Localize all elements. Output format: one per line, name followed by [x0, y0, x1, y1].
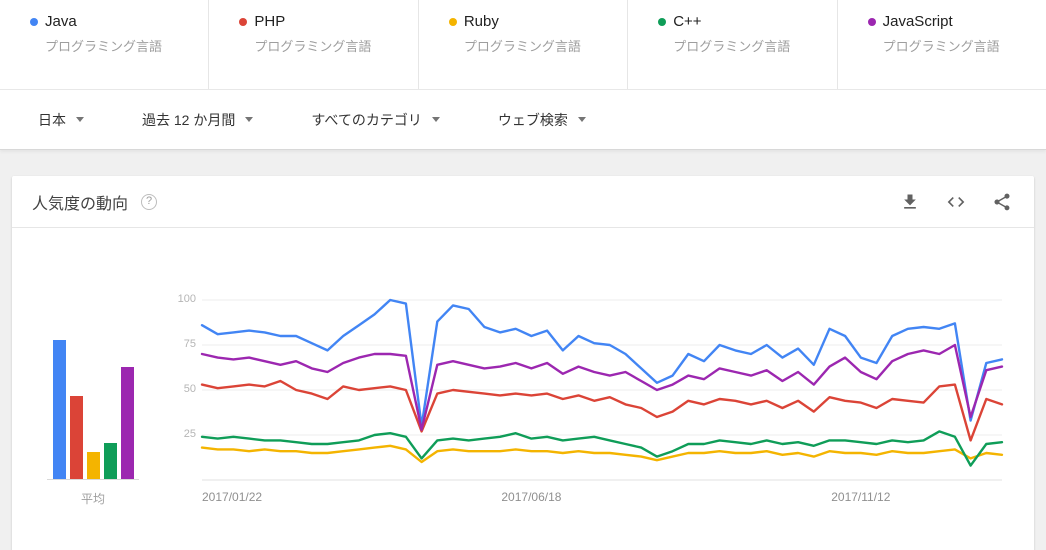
term-card-cpp[interactable]: C++ プログラミング言語 — [628, 0, 838, 89]
term-card-java[interactable]: Java プログラミング言語 — [0, 0, 210, 89]
term-card-javascript[interactable]: JavaScript プログラミング言語 — [838, 0, 1046, 89]
average-bar-chart — [47, 300, 139, 480]
y-axis-label: 75 — [183, 338, 196, 350]
filter-label: 過去 12 か月間 — [142, 111, 236, 128]
x-axis-label: 2017/01/22 — [202, 490, 263, 504]
chevron-down-icon — [431, 117, 440, 122]
y-axis-label: 100 — [177, 293, 196, 305]
trend-lines-svg[interactable] — [200, 298, 1004, 481]
y-axis-label: 25 — [183, 428, 196, 440]
average-bar — [86, 452, 100, 479]
average-label: 平均 — [80, 492, 105, 506]
filter-bar: 日本 過去 12 か月間 すべてのカテゴリ ウェブ検索 — [0, 90, 1046, 150]
term-subtitle: プログラミング言語 — [45, 39, 163, 54]
average-bar — [120, 367, 134, 479]
term-subtitle: プログラミング言語 — [463, 39, 581, 54]
chevron-down-icon — [76, 117, 84, 122]
term-name: PHP — [254, 13, 286, 30]
x-axis-label: 2017/11/12 — [831, 490, 891, 504]
term-name: Ruby — [463, 13, 499, 30]
term-name: JavaScript — [882, 13, 953, 30]
series-color-dot — [658, 17, 667, 26]
term-card-php[interactable]: PHP プログラミング言語 — [209, 0, 419, 89]
chevron-down-icon — [577, 117, 586, 122]
filter-label: ウェブ検索 — [497, 111, 568, 128]
chevron-down-icon — [245, 117, 254, 122]
term-subtitle: プログラミング言語 — [254, 39, 372, 54]
series-color-dot — [867, 17, 876, 26]
y-axis-label: 50 — [183, 383, 196, 395]
filter-search-type[interactable]: ウェブ検索 — [498, 110, 586, 130]
series-color-dot — [448, 17, 457, 26]
term-subtitle: プログラミング言語 — [673, 39, 791, 54]
x-axis-label: 2017/06/18 — [501, 490, 562, 504]
filter-geo[interactable]: 日本 — [38, 110, 84, 130]
term-subtitle: プログラミング言語 — [882, 39, 1000, 54]
series-color-dot — [30, 17, 38, 26]
download-icon[interactable] — [900, 192, 920, 212]
filter-time-range[interactable]: 過去 12 か月間 — [142, 110, 254, 130]
share-icon[interactable] — [992, 192, 1012, 212]
filter-label: すべてのカテゴリ — [311, 111, 422, 128]
interest-over-time-chart: 平均 100 75 50 25 2017/01/22 2017/06/18 20… — [12, 228, 1034, 550]
trends-card: 人気度の動向 ? 平均 100 75 50 25 2017/01/22 2017… — [12, 176, 1034, 550]
filter-category[interactable]: すべてのカテゴリ — [311, 110, 440, 130]
average-bar — [69, 396, 83, 479]
comparison-bar: Java プログラミング言語 PHP プログラミング言語 Ruby プログラミン… — [0, 0, 1046, 90]
average-bar — [52, 340, 66, 479]
card-header: 人気度の動向 ? — [12, 176, 1034, 228]
series-color-dot — [239, 17, 248, 26]
average-bar — [103, 443, 117, 479]
embed-icon[interactable] — [946, 192, 966, 212]
help-icon[interactable]: ? — [141, 193, 158, 210]
term-card-ruby[interactable]: Ruby プログラミング言語 — [419, 0, 629, 89]
panel-title: 人気度の動向 — [32, 195, 129, 213]
term-name: Java — [45, 13, 77, 30]
filter-label: 日本 — [38, 111, 66, 128]
term-name: C++ — [673, 13, 702, 30]
